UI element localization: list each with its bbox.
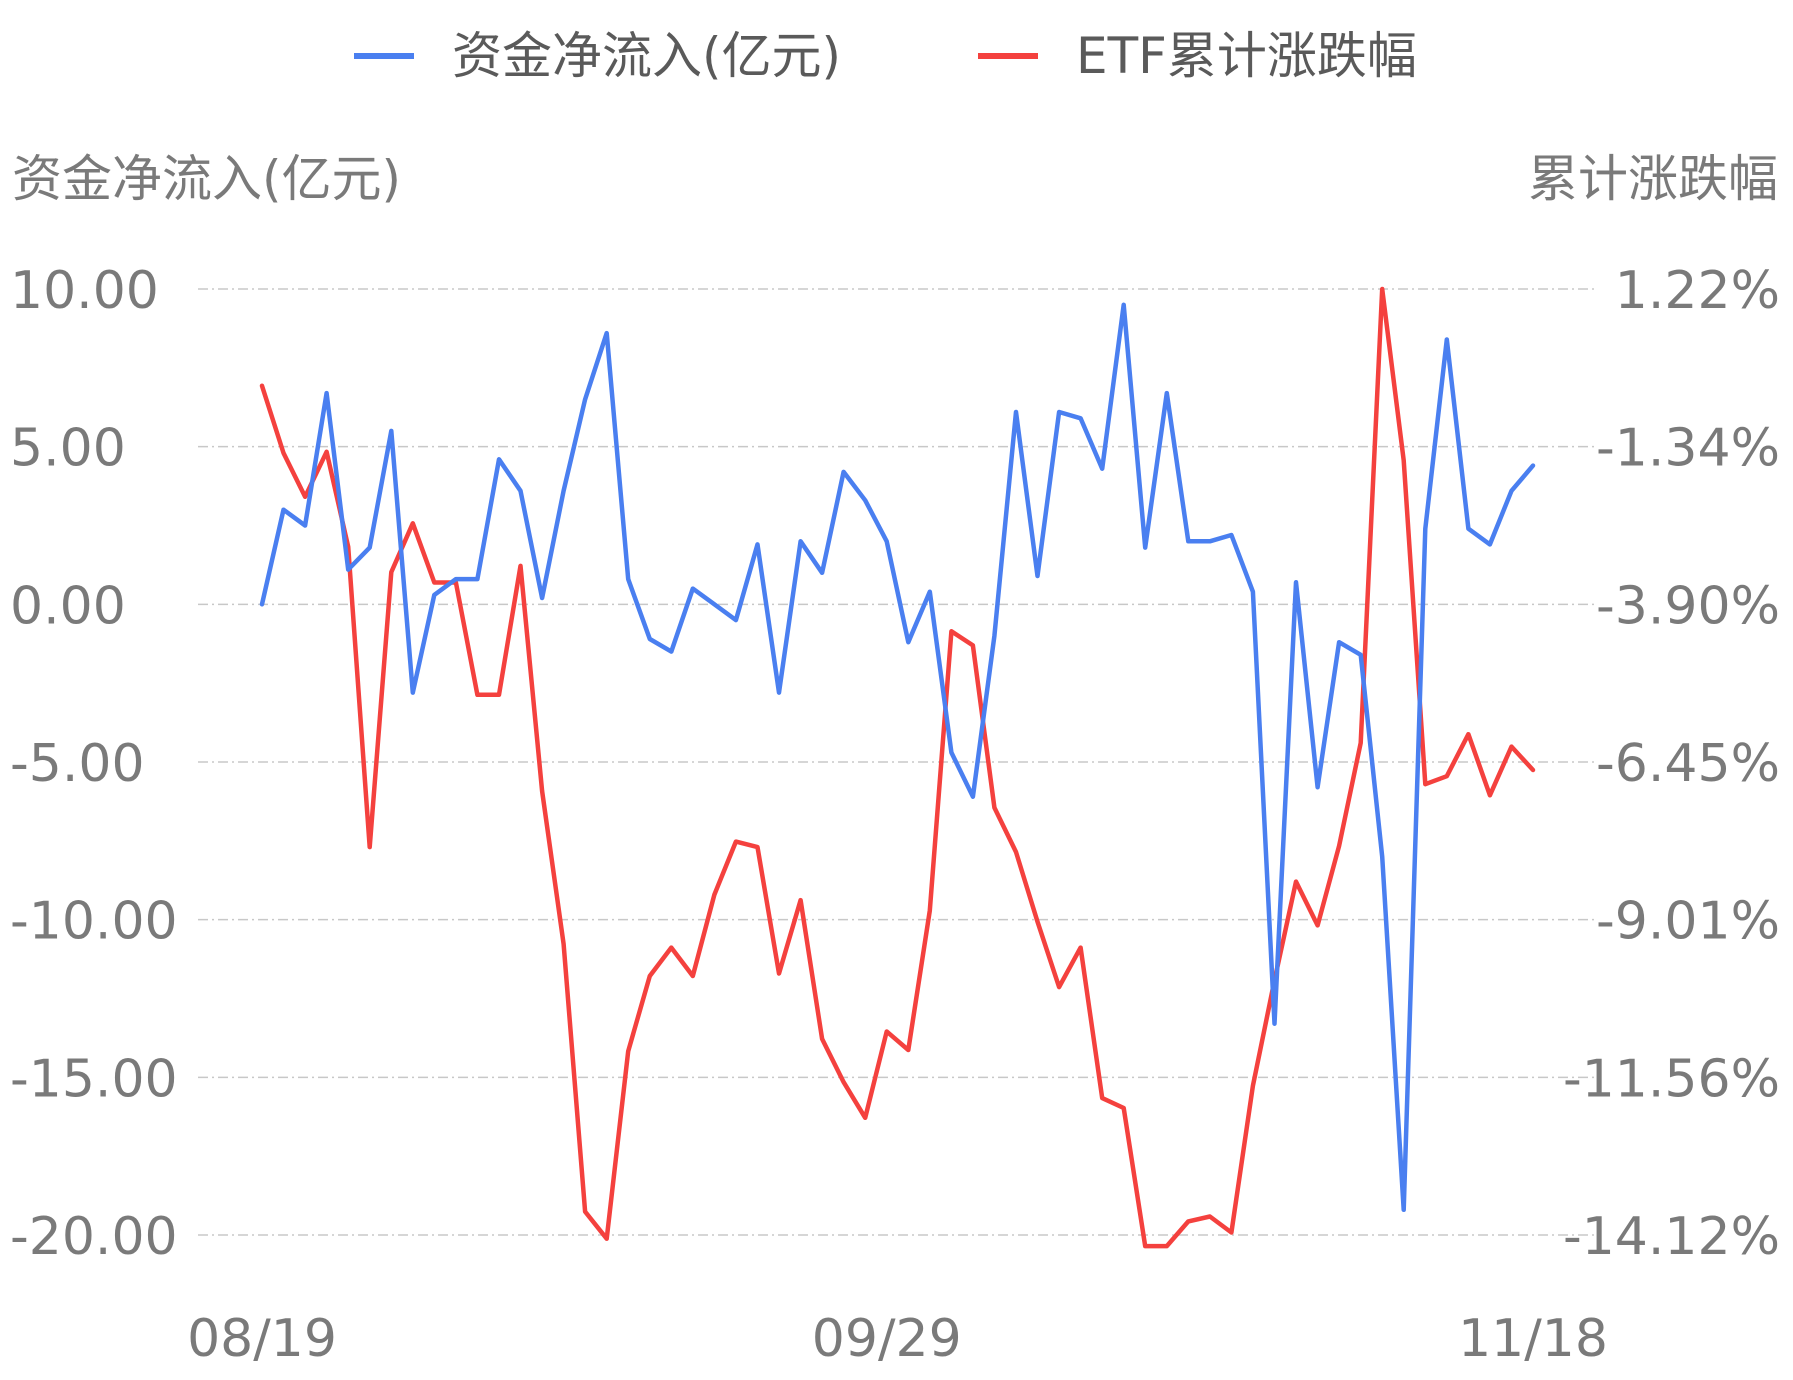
y-right-tick-label: -11.56%: [1563, 1049, 1780, 1109]
x-tick-label: 08/19: [187, 1309, 337, 1369]
y-right-tick-label: -6.45%: [1596, 734, 1780, 794]
y-right-axis-title: 累计涨跌幅: [1528, 150, 1778, 208]
gridlines: [198, 288, 1598, 1236]
legend: 资金净流入(亿元) ETF累计涨跌幅: [354, 27, 1417, 85]
y-left-axis-title: 资金净流入(亿元): [12, 150, 401, 208]
y-left-tick-label: 5.00: [10, 419, 126, 479]
legend-label-net-inflow: 资金净流入(亿元): [452, 27, 841, 85]
y-left-tick-label: -10.00: [10, 892, 178, 952]
y-right-tick-label: -9.01%: [1596, 892, 1780, 952]
y-left-tick-labels: 10.00 5.00 0.00 -5.00 -10.00 -15.00 -20.00: [10, 261, 178, 1267]
y-right-tick-label: -3.90%: [1596, 576, 1780, 636]
y-left-tick-label: -5.00: [10, 734, 145, 794]
y-left-tick-label: -20.00: [10, 1207, 178, 1267]
x-tick-label: 11/18: [1458, 1309, 1608, 1369]
y-left-tick-label: -15.00: [10, 1049, 178, 1109]
y-left-tick-label: 10.00: [10, 261, 159, 321]
x-tick-label: 09/29: [812, 1309, 962, 1369]
y-right-tick-label: 1.22%: [1615, 261, 1780, 321]
y-right-tick-label: -1.34%: [1596, 419, 1780, 479]
series-line-etf-change: [259, 286, 1536, 1249]
legend-label-etf-change: ETF累计涨跌幅: [1076, 27, 1417, 85]
x-tick-labels: 08/19 09/29 11/18: [187, 1309, 1608, 1369]
y-right-tick-label: -14.12%: [1563, 1207, 1780, 1267]
y-left-tick-label: 0.00: [10, 576, 126, 636]
series-line-net-inflow: [259, 302, 1536, 1213]
y-right-tick-labels: 1.22% -1.34% -3.90% -6.45% -9.01% -11.56% -14.…: [1563, 261, 1780, 1267]
series-lines: [259, 286, 1536, 1249]
